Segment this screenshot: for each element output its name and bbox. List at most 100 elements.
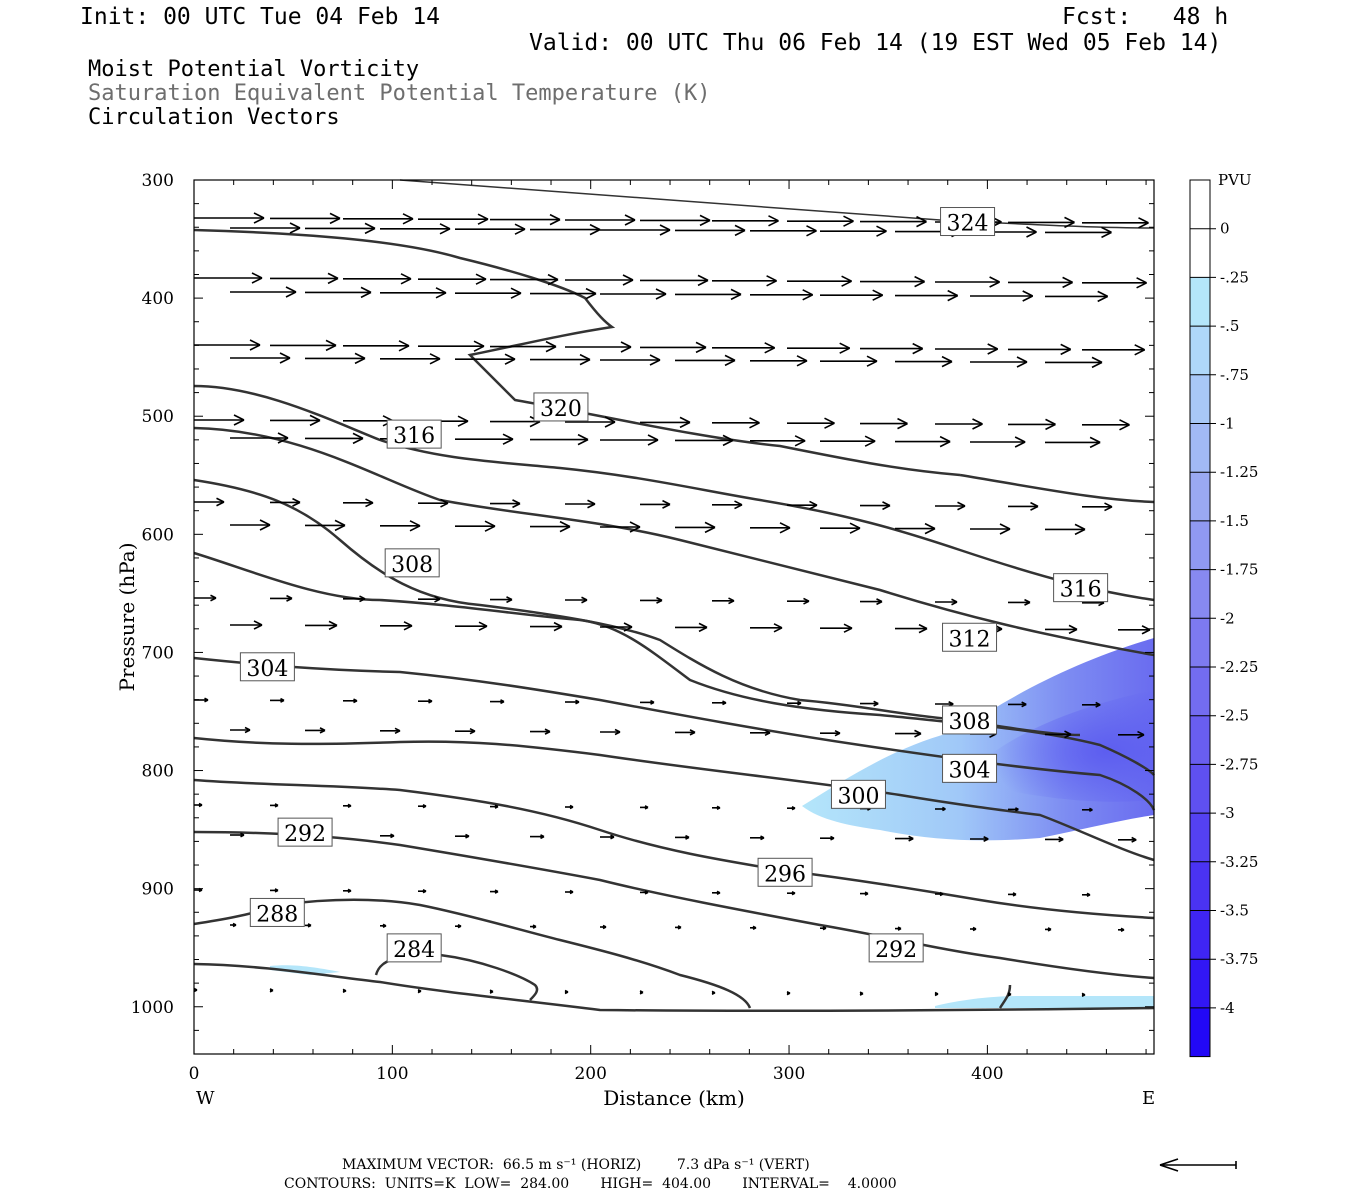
vector-head <box>285 286 297 298</box>
colorbar-swatch <box>1190 423 1210 473</box>
contour-label-box <box>277 817 333 847</box>
vector-head <box>882 501 891 511</box>
contour-label: 316 <box>1060 578 1102 603</box>
contour-label-box <box>942 705 998 735</box>
vector-head <box>457 923 462 929</box>
vector-head <box>544 728 551 735</box>
y-tick-label: 1000 <box>131 998 174 1018</box>
vector-head <box>403 621 413 631</box>
vector-head <box>559 520 571 533</box>
vector-head <box>280 697 285 703</box>
contour-label-box <box>249 897 305 927</box>
colorbar-swatch <box>1190 569 1210 619</box>
vector-head <box>253 212 265 224</box>
colorbar-label: -2.5 <box>1220 707 1249 725</box>
west-label: W <box>196 1088 215 1109</box>
vector-head <box>440 498 449 508</box>
vector-head <box>876 598 883 606</box>
vector-head <box>620 341 632 353</box>
vector-head <box>843 215 854 227</box>
vector-head <box>999 523 1011 535</box>
contour-label: 296 <box>764 862 806 887</box>
colorbar-label: -.5 <box>1220 317 1239 335</box>
vector-head <box>644 805 649 810</box>
y-tick-label: 800 <box>142 762 174 782</box>
vector-head <box>473 340 485 352</box>
vector-head <box>629 521 641 533</box>
vector-head <box>1064 730 1072 739</box>
vector-head <box>972 926 977 932</box>
vector-head <box>1074 523 1086 536</box>
vector-head <box>752 925 757 931</box>
vector-head <box>286 594 293 602</box>
vector-head <box>689 729 696 736</box>
field-title-theta-es: Saturation Equivalent Potential Temperat… <box>88 81 711 106</box>
colorbar-label: -1 <box>1220 415 1235 433</box>
max-vector-note: MAXIMUM VECTOR: 66.5 m s⁻¹ (HORIZ) 7.3 d… <box>342 1157 810 1173</box>
vector-head <box>489 989 494 994</box>
vector-head <box>989 276 1000 288</box>
vector-head <box>730 288 742 301</box>
vector-head <box>939 891 944 897</box>
x-tick-label: 200 <box>574 1064 606 1084</box>
vector-head <box>983 836 989 842</box>
vector-head <box>699 214 711 227</box>
vector-head <box>439 223 451 235</box>
colorbar-swatch <box>1190 277 1210 327</box>
contour-label: 292 <box>875 938 917 963</box>
vector-head <box>685 834 690 840</box>
vector-head <box>876 225 887 237</box>
vector-head <box>540 834 545 840</box>
vector-head <box>939 435 951 448</box>
vector-head <box>839 342 851 354</box>
vector-head <box>1134 344 1146 356</box>
vector-head <box>918 623 928 634</box>
vector-head <box>768 215 779 227</box>
vector-head <box>724 354 736 367</box>
contour-label: 324 <box>947 212 989 237</box>
vector-head <box>791 805 796 811</box>
vector-head <box>1095 701 1101 708</box>
y-tick-label: 500 <box>142 407 174 427</box>
vector-head <box>656 596 663 604</box>
vector-head <box>506 596 513 604</box>
vector-head <box>589 223 601 236</box>
vector-head <box>1136 277 1147 289</box>
vector-head <box>698 622 708 633</box>
contour-label: 308 <box>391 553 433 578</box>
vector-head <box>269 988 274 993</box>
vector-head <box>679 416 691 429</box>
vector-head <box>614 728 621 736</box>
vector-head <box>624 214 636 226</box>
vector-head <box>484 520 496 532</box>
vector-head <box>716 890 721 896</box>
contour-label-box <box>942 753 998 783</box>
vector-head <box>934 991 939 997</box>
vector-head <box>806 225 817 237</box>
colorbar-label: -.25 <box>1220 268 1249 286</box>
colorbar-swatch <box>1190 618 1210 667</box>
vector-head <box>394 727 401 735</box>
vector-head <box>824 417 835 429</box>
colorbar-swatch <box>1190 861 1210 911</box>
vector-head <box>1016 356 1028 368</box>
vector-head <box>587 499 596 509</box>
contour-label-box <box>239 652 295 682</box>
contour-label-box <box>942 622 998 652</box>
vector-head <box>347 888 352 894</box>
vector-head <box>843 623 853 633</box>
vector-head <box>329 212 341 225</box>
vector-head <box>1138 217 1149 229</box>
vector-head <box>779 522 791 534</box>
vector-head <box>1120 927 1125 933</box>
vector-head <box>342 988 347 994</box>
y-tick-label: 300 <box>142 171 174 191</box>
y-axis-title: Pressure (hPa) <box>115 543 139 692</box>
vector-head <box>500 699 505 705</box>
vector-head <box>912 342 924 355</box>
vector-head <box>353 698 358 704</box>
colorbar-label: -1.75 <box>1220 561 1258 579</box>
vector-head <box>532 924 537 929</box>
vector-head <box>364 222 376 235</box>
vector-head <box>1060 343 1072 356</box>
